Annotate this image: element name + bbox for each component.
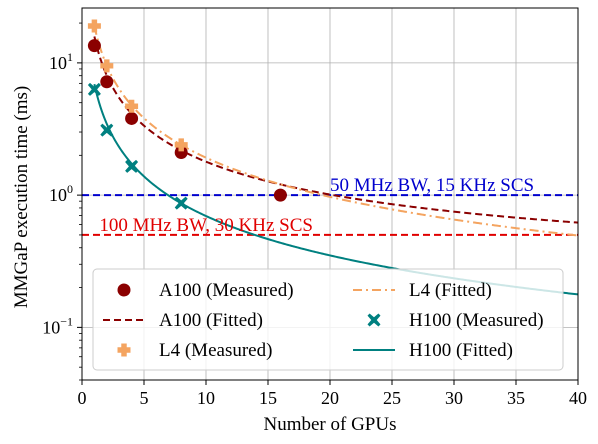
x-tick-label: 10: [197, 388, 215, 408]
data-point: [273, 188, 287, 202]
data-point: [100, 75, 114, 89]
legend-label: H100 (Fitted): [409, 340, 513, 361]
legend-entry: H100 (Measured): [367, 310, 544, 331]
axis-ticks: 0 5 10 15 20 25 30 35 40 10−1 100 101: [42, 22, 587, 408]
reference-label: 100 MHz BW, 30 KHz SCS: [99, 215, 313, 236]
legend-entry: L4 (Measured): [117, 340, 272, 361]
legend-label: H100 (Measured): [409, 310, 544, 331]
legend-label: L4 (Measured): [159, 340, 272, 361]
reference-label: 50 MHz BW, 15 KHz SCS: [330, 175, 534, 196]
data-point: [367, 313, 381, 327]
x-tick-label: 5: [140, 388, 149, 408]
data-point: [100, 123, 114, 137]
legend-entry: H100 (Fitted): [353, 340, 513, 361]
reference-labels: 50 MHz BW, 15 KHz SCS 100 MHz BW, 30 KHz …: [99, 175, 534, 236]
x-tick-label: 20: [321, 388, 339, 408]
legend-label: A100 (Measured): [159, 280, 294, 301]
x-tick-label: 0: [78, 388, 87, 408]
data-point: [87, 82, 101, 96]
data-point: [125, 159, 139, 173]
data-point: [87, 19, 101, 33]
data-point: [100, 59, 114, 73]
fitted-curves: [93, 25, 579, 296]
legend-entry: L4 (Fitted): [353, 280, 492, 301]
data-point: [125, 99, 139, 113]
x-tick-label: 30: [445, 388, 463, 408]
legend-box: [92, 268, 564, 371]
y-axis-label: MMGaP execution time (ms): [11, 86, 32, 309]
y-tick-label: 10−1: [42, 314, 73, 337]
legend-entry: A100 (Fitted): [103, 310, 263, 331]
x-tick-label: 15: [259, 388, 277, 408]
x-tick-label: 25: [383, 388, 401, 408]
data-point: [117, 283, 131, 297]
x-tick-label: 35: [507, 388, 525, 408]
reference-lines: [82, 194, 578, 236]
data-point: [174, 138, 188, 152]
data-point: [87, 39, 101, 53]
fitted-curve: [93, 36, 579, 224]
legend-entry: A100 (Measured): [117, 280, 294, 301]
legend: A100 (Measured) A100 (Fitted) L4 (Measured…: [92, 268, 564, 371]
data-point: [174, 146, 188, 160]
y-tick-label: 101: [49, 50, 73, 73]
data-point: [125, 111, 139, 125]
measured-points: [87, 19, 287, 210]
legend-label: L4 (Fitted): [409, 280, 492, 301]
x-axis-label: Number of GPUs: [264, 414, 397, 435]
x-tick-label: 40: [569, 388, 587, 408]
y-tick-label: 100: [49, 182, 73, 205]
data-point: [117, 343, 131, 357]
fitted-curve: [93, 25, 579, 237]
legend-label: A100 (Fitted): [159, 310, 263, 331]
data-point: [174, 196, 188, 210]
